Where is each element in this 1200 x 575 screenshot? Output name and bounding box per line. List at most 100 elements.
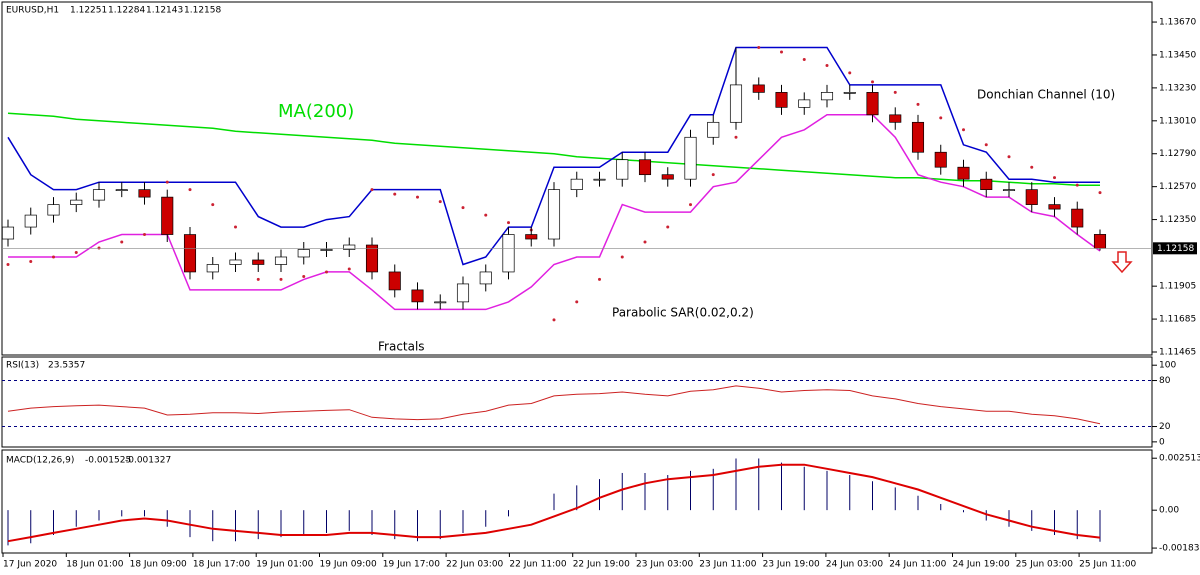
- x-tick-label: 23 Jun 11:00: [699, 560, 756, 570]
- sar-dot: [325, 270, 328, 274]
- candle-body: [1048, 204, 1061, 210]
- y-tick-label: 0.002513: [1159, 454, 1200, 464]
- candle-body: [889, 114, 902, 123]
- candle-body: [593, 178, 606, 181]
- candle-body: [729, 84, 743, 123]
- y-tick-label: 1.13010: [1159, 116, 1196, 126]
- header-high: 1.12284: [108, 6, 145, 16]
- sar-dot: [939, 116, 943, 120]
- candle-body: [570, 178, 583, 190]
- y-tick-label: 1.11905: [1159, 282, 1196, 292]
- sar-dot: [484, 213, 488, 217]
- x-tick-label: 22 Jun 19:00: [573, 560, 630, 570]
- x-tick-label: 17 Jun 2020: [3, 560, 57, 570]
- candle-body: [843, 92, 856, 94]
- candle-body: [502, 234, 515, 273]
- candle-body: [229, 259, 242, 265]
- fractals-label: Fractals: [378, 340, 425, 354]
- sar-dot: [598, 277, 601, 281]
- macd-label: MACD(12,26,9): [6, 456, 74, 466]
- candle-body: [820, 92, 834, 101]
- sar-dot: [438, 200, 442, 204]
- candle-body: [92, 189, 106, 201]
- sar-dot: [1030, 165, 1034, 169]
- y-tick-label: 1.12570: [1159, 182, 1196, 192]
- x-tick-label: 24 Jun 19:00: [953, 560, 1010, 570]
- candle-body: [274, 256, 288, 265]
- candle-body: [661, 174, 674, 180]
- sar-dot: [507, 221, 510, 225]
- sar-dot: [1053, 176, 1056, 180]
- x-tick-label: 18 Jun 09:00: [130, 560, 187, 570]
- y-tick-label: 1.12790: [1159, 149, 1196, 159]
- sar-dot: [29, 259, 33, 263]
- sar-dot: [916, 102, 920, 106]
- sar-dot: [575, 300, 579, 304]
- candle-body: [638, 159, 652, 176]
- candle-body: [547, 189, 561, 240]
- x-tick-label: 18 Jun 01:00: [66, 560, 123, 570]
- x-tick-label: 19 Jun 01:00: [256, 560, 313, 570]
- candle-body: [434, 301, 447, 304]
- y-tick-label: 100: [1159, 361, 1176, 371]
- sar-dot: [552, 318, 556, 322]
- candle-body: [798, 99, 811, 108]
- sar-dot: [1007, 155, 1011, 159]
- x-tick-label: 24 Jun 11:00: [889, 560, 946, 570]
- header-low: 1.12143: [146, 6, 183, 16]
- candle-body: [479, 271, 492, 285]
- candle-body: [252, 259, 265, 265]
- sar-dot: [143, 233, 146, 237]
- candle-body: [456, 283, 470, 303]
- sar-dot: [1098, 191, 1102, 195]
- sar-dot: [825, 63, 829, 67]
- header-close: 1.12158: [184, 6, 221, 16]
- sar-dot: [188, 188, 192, 192]
- y-tick-label: 1.13450: [1159, 50, 1196, 60]
- sar-dot: [347, 267, 351, 271]
- candle-body: [343, 244, 356, 250]
- y-tick-label: 0.00: [1159, 506, 1179, 516]
- y-tick-label: 1.13670: [1159, 18, 1196, 28]
- candle-body: [707, 121, 720, 138]
- sar-label: Parabolic SAR(0.02,0.2): [612, 306, 754, 320]
- candle-body: [161, 196, 174, 235]
- sar-dot: [120, 240, 124, 244]
- macd-signal: [7, 463, 1101, 543]
- rsi-line: [7, 385, 1101, 425]
- candle-body: [365, 244, 379, 273]
- sar-dot: [211, 203, 215, 207]
- sar-dot: [302, 274, 306, 278]
- sar-dot: [6, 262, 10, 266]
- donchian-lower: [8, 114, 1101, 311]
- header-open: 1.12251: [70, 6, 107, 16]
- sar-dot: [393, 192, 397, 196]
- candle-body: [934, 151, 947, 168]
- sar-dot: [416, 195, 419, 199]
- ma200-line: [7, 112, 1100, 186]
- macd-hist-value: -0.001525: [85, 456, 131, 466]
- sar-dot: [893, 90, 897, 94]
- candle-body: [911, 121, 925, 153]
- sar-dot: [461, 206, 465, 210]
- candle-body: [1002, 189, 1016, 191]
- candle-body: [24, 214, 37, 228]
- candle-body: [866, 92, 879, 116]
- sar-dot: [52, 255, 55, 259]
- x-tick-label: 18 Jun 17:00: [193, 560, 250, 570]
- sar-dot: [370, 188, 374, 192]
- y-tick-label: 80: [1159, 376, 1171, 386]
- candle-body: [616, 159, 629, 180]
- sar-dot: [848, 71, 852, 75]
- sar-dot: [711, 173, 715, 177]
- price-box: [1153, 242, 1197, 255]
- candle-body: [297, 249, 310, 258]
- candle-body: [1093, 234, 1107, 249]
- candle-body: [388, 271, 401, 291]
- sar-dot: [165, 180, 169, 184]
- sar-dot: [734, 135, 738, 139]
- sar-dot: [666, 225, 670, 229]
- x-tick-label: 25 Jun 11:00: [1079, 560, 1136, 570]
- x-tick-label: 19 Jun 09:00: [320, 560, 377, 570]
